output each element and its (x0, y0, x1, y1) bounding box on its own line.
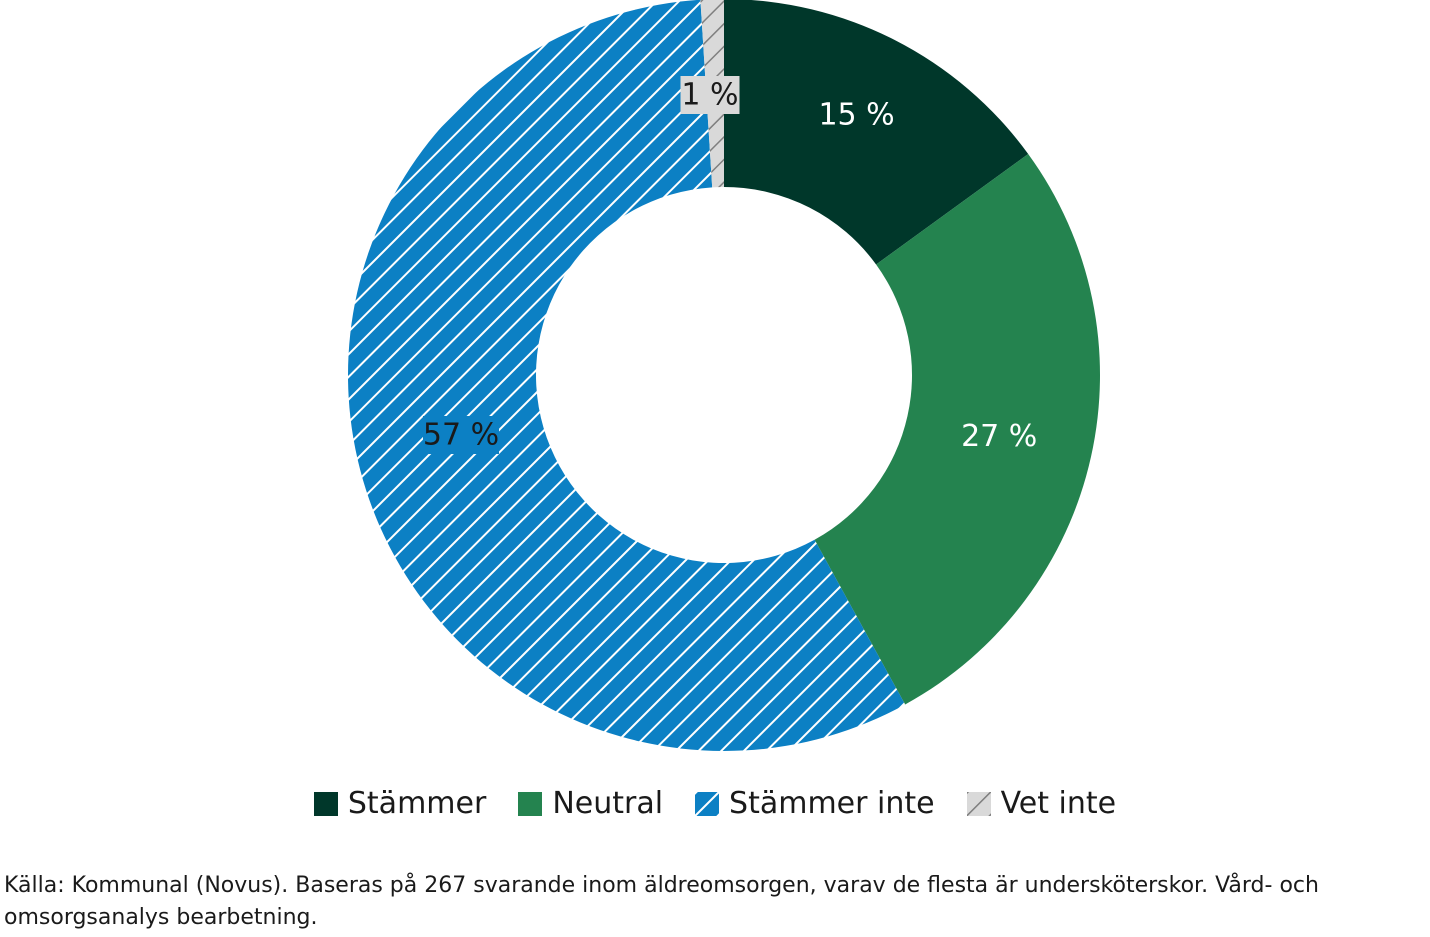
donut-chart: 15 % 27 % 57 % 1 % (348, 0, 1101, 751)
donut-slices (348, 0, 1101, 751)
source-note: Källa: Kommunal (Novus). Baseras på 267 … (4, 873, 1319, 930)
legend: Stämmer Neutral Stämmer inte Vet inte (0, 786, 1430, 821)
legend-swatch-stammer (313, 791, 338, 816)
slice-neutral (814, 153, 1101, 705)
legend-item-stammer: Stämmer (313, 786, 487, 821)
slice-label-vet-inte: 1 % (681, 78, 738, 113)
slice-label-stammer: 15 % (818, 97, 894, 132)
legend-item-stammer-inte: Stämmer inte (695, 786, 935, 821)
legend-label-vet-inte: Vet inte (1000, 786, 1117, 821)
legend-label-neutral: Neutral (552, 786, 664, 821)
legend-item-neutral: Neutral (518, 786, 663, 821)
slice-label-bg-vet-inte (680, 76, 740, 114)
slice-stammer-inte (348, 0, 906, 751)
legend-swatch-stammer-inte (695, 791, 720, 816)
legend-label-stammer-inte: Stämmer inte (729, 786, 935, 821)
slice-label-stammer-inte: 57 % (423, 418, 499, 453)
slice-label-neutral: 27 % (961, 419, 1037, 454)
slice-label-bg-stammer-inte (423, 416, 499, 454)
slice-stammer (724, 0, 1029, 265)
legend-swatch-neutral (518, 791, 543, 816)
donut-labels: 15 % 27 % 57 % 1 % (423, 76, 1037, 454)
legend-item-vet-inte: Vet inte (966, 786, 1117, 821)
legend-label-stammer: Stämmer (347, 786, 487, 821)
legend-swatch-vet-inte (966, 791, 991, 816)
